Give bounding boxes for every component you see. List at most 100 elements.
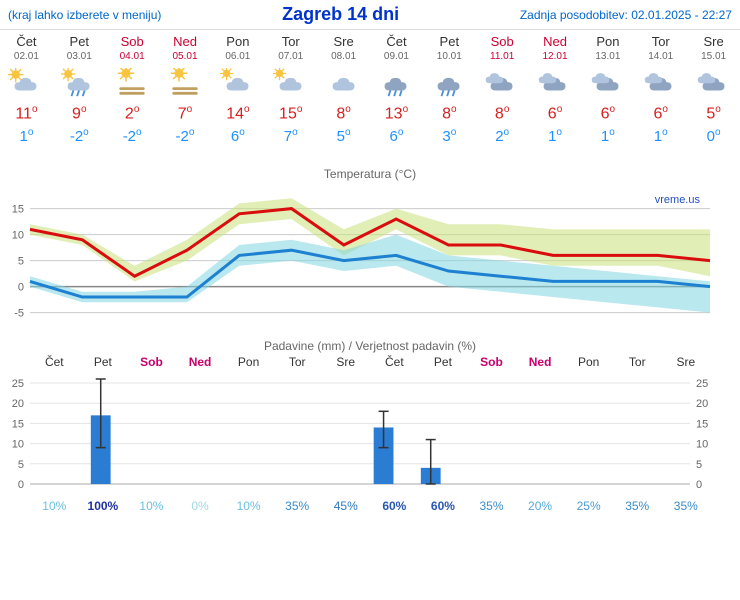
precip-day-label: Čet	[30, 355, 79, 369]
day-date: 14.01	[648, 51, 673, 62]
temp-low: 2o	[495, 127, 509, 145]
svg-text:10: 10	[12, 439, 24, 451]
day-date: 11.01	[490, 51, 514, 62]
precip-pct: 60%	[419, 499, 468, 513]
last-update: Zadnja posodobitev: 02.01.2025 - 22:27	[520, 8, 732, 22]
temp-high: 9o	[72, 104, 86, 123]
precip-day-label: Čet	[370, 355, 419, 369]
svg-text:5: 5	[18, 256, 24, 268]
temp-high: 11o	[15, 104, 37, 123]
day-col: Pon 06.01 14o 6o	[211, 34, 264, 145]
precip-day-label: Sob	[467, 355, 516, 369]
precip-day-labels: ČetPetSobNedPonTorSreČetPetSobNedPonTorS…	[0, 355, 740, 369]
overcast-icon	[537, 68, 573, 98]
svg-text:10: 10	[12, 230, 24, 242]
temp-high: 5o	[706, 104, 720, 123]
overcast-icon	[590, 68, 626, 98]
day-name: Ned	[543, 34, 567, 49]
precip-day-label: Pon	[564, 355, 613, 369]
day-col: Sob 11.01 8o 2o	[476, 34, 529, 145]
day-date: 06.01	[225, 51, 250, 62]
precip-day-label: Sre	[321, 355, 370, 369]
day-name: Pet	[440, 34, 460, 49]
day-date: 04.01	[120, 51, 145, 62]
temp-high: 13o	[385, 104, 408, 123]
day-col: Tor14.016o1o	[634, 34, 687, 145]
svg-text:0: 0	[696, 479, 702, 491]
day-col: Ned05.017o-2o	[159, 34, 212, 145]
day-name: Pon	[226, 34, 249, 49]
day-name: Tor	[282, 34, 300, 49]
day-name: Sob	[121, 34, 144, 49]
precip-pct-row: 10%100%10%0%10%35%45%60%60%35%20%25%35%3…	[0, 499, 740, 513]
precip-pct: 35%	[613, 499, 662, 513]
precip-day-label: Pet	[419, 355, 468, 369]
precip-pct: 10%	[30, 499, 79, 513]
temp-high: 15o	[279, 104, 302, 123]
cloudy-sun-icon	[273, 68, 309, 98]
temp-low: 6o	[231, 127, 245, 145]
precip-day-label: Ned	[516, 355, 565, 369]
day-name: Sob	[491, 34, 514, 49]
precip-chart-section: Padavine (mm) / Verjetnost padavin (%) Č…	[0, 339, 740, 513]
fog-icon	[167, 68, 203, 98]
precip-pct: 45%	[321, 499, 370, 513]
cloudy-sun-icon	[220, 68, 256, 98]
temp-high: 8o	[336, 104, 350, 123]
temp-low: 1o	[19, 127, 33, 145]
day-col: Pon13.016o1o	[581, 34, 634, 145]
day-date: 03.01	[67, 51, 92, 62]
menu-hint[interactable]: (kraj lahko izberete v meniju)	[8, 8, 161, 22]
temp-low: 3o	[442, 127, 456, 145]
precip-pct: 10%	[224, 499, 273, 513]
day-col: Ned12.016o1o	[529, 34, 582, 145]
day-name: Sre	[703, 34, 723, 49]
svg-text:0: 0	[18, 282, 24, 294]
day-date: 07.01	[278, 51, 303, 62]
temp-high: 14o	[226, 104, 249, 123]
temp-low: 7o	[284, 127, 298, 145]
day-name: Tor	[652, 34, 670, 49]
temp-low: 0o	[707, 127, 721, 145]
temp-high: 7o	[178, 104, 192, 123]
day-name: Sre	[333, 34, 353, 49]
temp-low: 5o	[337, 127, 351, 145]
temp-chart-title: Temperatura (°C)	[0, 167, 740, 181]
precip-day-label: Tor	[273, 355, 322, 369]
temperature-chart: -5051015vreme.us	[0, 183, 720, 333]
day-name: Pet	[70, 34, 90, 49]
svg-text:5: 5	[18, 459, 24, 471]
svg-text:25: 25	[12, 378, 24, 390]
svg-text:15: 15	[12, 419, 24, 431]
svg-text:10: 10	[696, 439, 708, 451]
precip-pct: 35%	[662, 499, 711, 513]
precip-pct: 60%	[370, 499, 419, 513]
precip-pct: 10%	[127, 499, 176, 513]
temp-high: 6o	[601, 104, 615, 123]
temp-high: 8o	[495, 104, 509, 123]
precip-pct: 35%	[273, 499, 322, 513]
day-date: 09.01	[384, 51, 409, 62]
precip-chart: 00551010151520202525	[0, 369, 720, 499]
day-col: Pet10.018o3o	[423, 34, 476, 145]
day-date: 15.01	[701, 51, 726, 62]
cloudy-icon	[326, 68, 362, 98]
precip-pct: 25%	[564, 499, 613, 513]
watermark: vreme.us	[655, 194, 701, 206]
day-date: 08.01	[331, 51, 356, 62]
svg-text:0: 0	[18, 479, 24, 491]
temp-low: -2o	[70, 127, 89, 145]
temp-high: 6o	[654, 104, 668, 123]
overcast-icon	[484, 68, 520, 98]
temp-low: -2o	[123, 127, 142, 145]
day-col: Čet02.0111o1o	[0, 34, 53, 145]
temp-low: -2o	[176, 127, 195, 145]
temp-low: 1o	[601, 127, 615, 145]
precip-day-label: Pet	[79, 355, 128, 369]
svg-text:5: 5	[696, 459, 702, 471]
precip-pct: 35%	[467, 499, 516, 513]
overcast-icon	[696, 68, 732, 98]
day-date: 13.01	[595, 51, 620, 62]
svg-text:25: 25	[696, 378, 708, 390]
svg-text:20: 20	[696, 399, 708, 411]
